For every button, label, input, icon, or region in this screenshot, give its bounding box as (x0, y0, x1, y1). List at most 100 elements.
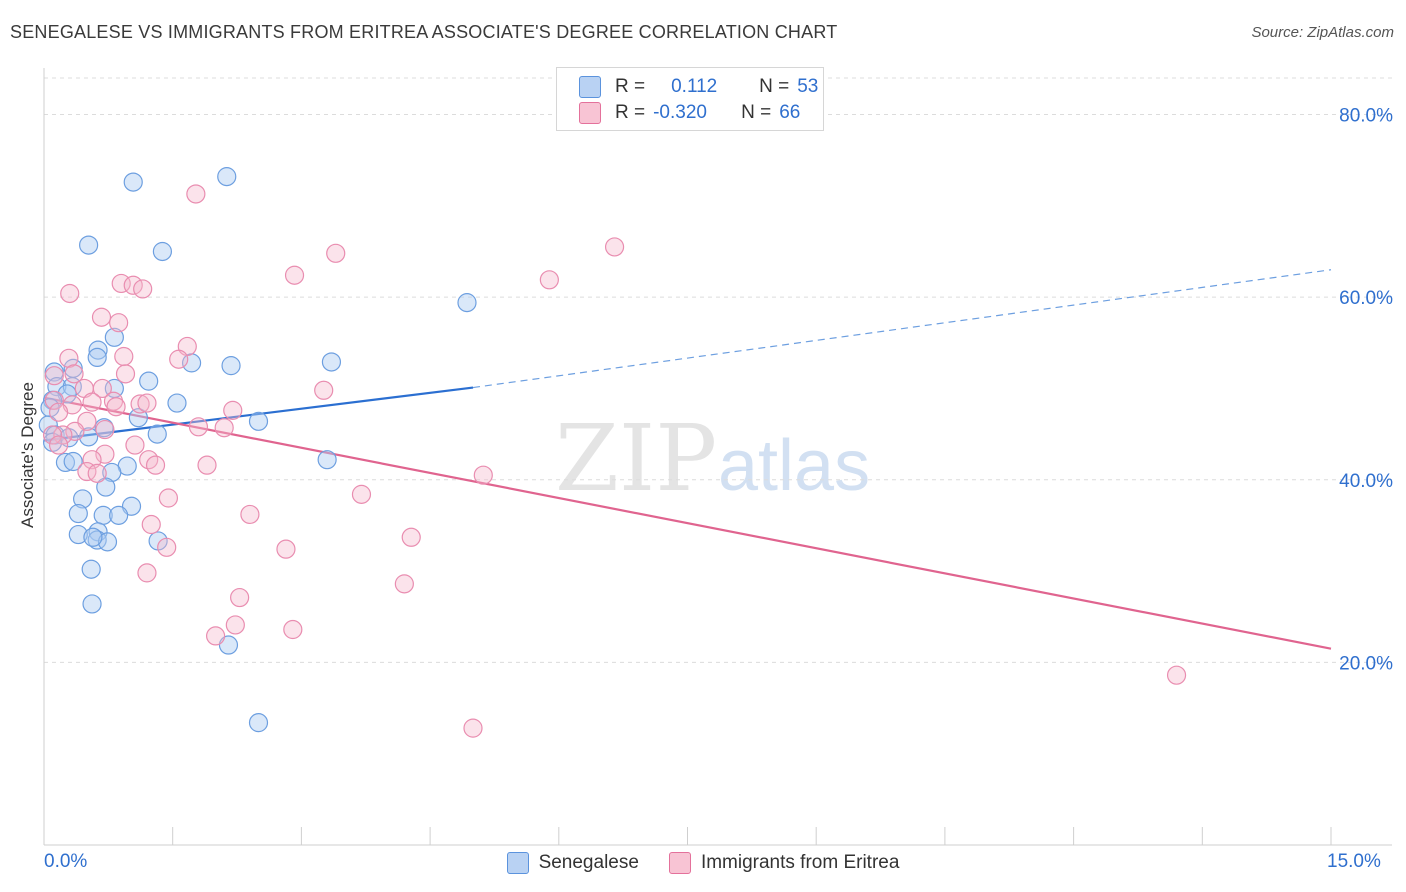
eritrea-point (53, 425, 73, 445)
senegalese-point (96, 477, 116, 497)
senegalese-point (63, 451, 83, 472)
eritrea-point (91, 307, 112, 327)
legend-n-value: 66 (779, 102, 801, 123)
eritrea-point (48, 402, 69, 422)
legend-n-value: 53 (797, 76, 819, 97)
legend-r-value: -0.320 (653, 102, 707, 123)
eritrea-point (137, 563, 157, 583)
eritrea-point (539, 270, 559, 290)
y-tick-label: 80.0% (1339, 106, 1393, 127)
eritrea-point (87, 463, 107, 483)
legend-r-label: R = (615, 102, 646, 123)
eritrea-point (111, 273, 131, 294)
eritrea-point (314, 380, 334, 400)
legend-swatch-blue (579, 76, 601, 98)
legend-item-senegalese: Senegalese (506, 852, 639, 874)
senegalese-point (248, 411, 269, 431)
eritrea-point (145, 455, 166, 475)
legend-row-senegalese: R = 0.112 N = 53 (579, 75, 818, 99)
eritrea-point (65, 421, 85, 441)
legend-label-senegalese: Senegalese (538, 852, 639, 873)
eritrea-point (206, 626, 226, 646)
legend-r-label: R = (615, 76, 646, 97)
legend-n-label: N = (741, 102, 772, 123)
eritrea-point (169, 349, 189, 369)
eritrea-point (44, 366, 64, 386)
eritrea-point (186, 184, 206, 204)
senegalese-point (221, 356, 241, 376)
senegalese-point (94, 418, 114, 438)
eritrea-point (326, 243, 346, 263)
y-tick-label: 60.0% (1339, 288, 1393, 309)
senegalese-point (87, 347, 107, 368)
senegalese-point (317, 450, 337, 470)
gridlines (44, 77, 1392, 663)
legend-swatch-pink (668, 852, 691, 874)
trend-lines (43, 269, 1332, 650)
svg-text:ZIP: ZIP (555, 405, 717, 512)
eritrea-point (133, 279, 153, 299)
eritrea-point (230, 587, 250, 608)
legend-swatch-blue (506, 852, 529, 874)
senegalese-point (321, 352, 342, 372)
senegalese-point (88, 340, 108, 360)
eritrea-point (276, 539, 296, 559)
legend-n-label: N = (759, 76, 790, 97)
axes (43, 68, 1392, 846)
eritrea-point (214, 418, 234, 438)
eritrea-point (42, 425, 63, 445)
eritrea-point (223, 400, 243, 420)
senegalese-point (217, 167, 237, 187)
senegalese-point (102, 462, 122, 483)
senegalese-point (104, 327, 124, 347)
senegalese-point (152, 241, 173, 262)
eritrea-point (284, 265, 305, 285)
y-tick-label: 20.0% (1339, 653, 1393, 674)
chart-title: SENEGALESE VS IMMIGRANTS FROM ERITREA AS… (10, 22, 838, 42)
senegalese-point (79, 235, 99, 255)
eritrea-point (604, 237, 625, 257)
senegalese-point (81, 559, 101, 579)
series-legend: Senegalese Immigrants from Eritrea (0, 852, 1406, 874)
y-tick-label: 40.0% (1339, 471, 1393, 492)
eritrea-point (125, 435, 145, 455)
source-note: Source: ZipAtlas.com (1251, 24, 1394, 41)
eritrea-point (283, 619, 303, 640)
eritrea-point (351, 484, 372, 504)
svg-text:atlas: atlas (718, 426, 870, 506)
eritrea-trend-line (43, 396, 1332, 650)
senegalese-trend-extension (472, 269, 1332, 389)
senegalese-point (83, 527, 103, 547)
x-tick-min: 0.0% (44, 851, 88, 872)
eritrea-point (82, 392, 102, 412)
x-tick-max: 15.0% (1327, 851, 1381, 872)
eritrea-point (197, 455, 217, 475)
eritrea-point (106, 397, 126, 417)
eritrea-point (59, 348, 79, 368)
senegalese-point (109, 505, 129, 525)
senegalese-point (97, 532, 118, 552)
eritrea-point (115, 364, 136, 384)
eritrea-point (114, 346, 134, 367)
senegalese-point (457, 293, 477, 313)
eritrea-point (64, 364, 84, 384)
eritrea-point (130, 394, 150, 414)
eritrea-point (394, 574, 414, 594)
eritrea-point (158, 488, 179, 508)
senegalese-point (68, 524, 88, 545)
eritrea-point (48, 435, 69, 455)
eritrea-point (188, 417, 209, 437)
eritrea-point (44, 390, 64, 410)
legend-r-value: 0.112 (671, 76, 718, 97)
y-axis-label: Associate's Degree (18, 382, 37, 528)
senegalese-point (128, 408, 148, 428)
legend-item-eritrea: Immigrants from Eritrea (668, 852, 899, 874)
y-tick-labels: 20.0% 40.0% 60.0% 80.0% (1339, 106, 1393, 675)
zipatlas-watermark: ZIP atlas (555, 405, 870, 512)
legend-row-eritrea: R = -0.320 N = 66 (579, 101, 800, 125)
eritrea-point (157, 537, 177, 557)
senegalese-point (123, 172, 143, 192)
senegalese-point (167, 393, 187, 413)
eritrea-point (1166, 665, 1187, 685)
